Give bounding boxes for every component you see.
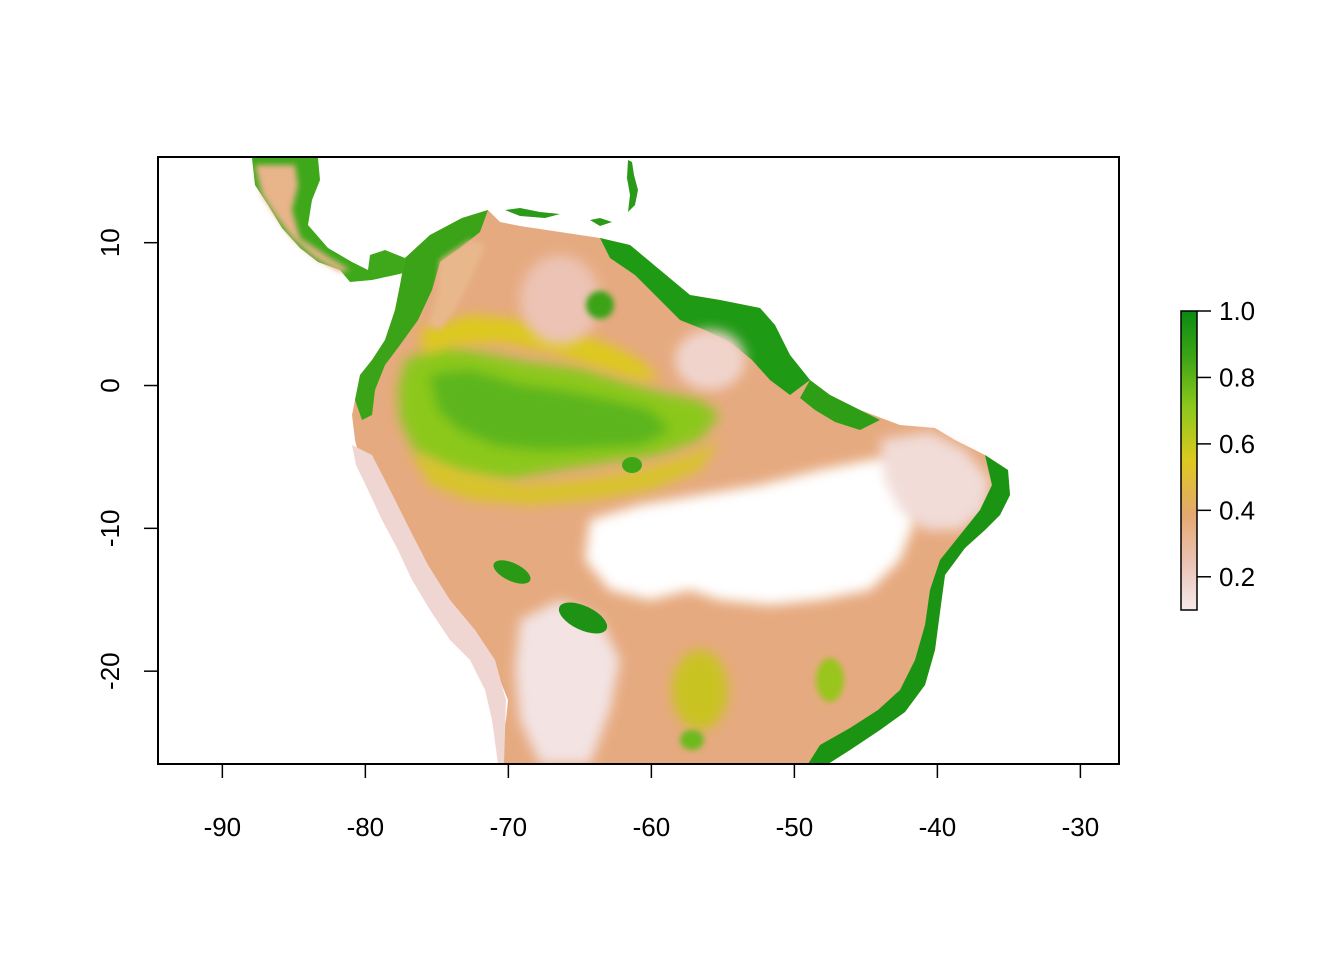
legend-colorbar [1180,310,1198,611]
atlantic-coast-forest [808,455,1010,764]
x-tick-label: -30 [1062,812,1100,842]
y-tick-label: -20 [95,652,125,690]
amazon-core-forest [430,370,670,450]
guiana-forest-patch [586,291,614,319]
yungas-forest-patch [493,560,531,584]
legend-tick-label: 0.2 [1219,562,1255,592]
colombia-andes-forest [355,210,488,420]
central-america-inner [255,165,350,272]
south-america-landmass [352,210,1010,764]
y-tick-label: 10 [95,228,125,257]
pantanal-patch [680,730,704,750]
caribbean-islands [505,160,638,226]
x-tick-label: -60 [633,812,671,842]
yellow-belt-north [420,315,660,380]
guiana-highlands-patch [675,330,745,390]
chaco-pale-region [515,600,620,764]
y-axis: 10 0 -10 -20 [95,228,159,690]
x-tick-label: -70 [490,812,528,842]
interior-patch [622,457,642,473]
y-tick-label: -10 [95,510,125,548]
caatinga-pale-region [880,432,990,530]
x-axis: -90 -80 -70 -60 -50 -40 -30 [204,763,1100,842]
guiana-highlands-patch [520,255,600,345]
legend-tick-label: 0.8 [1219,362,1255,392]
x-tick-label: -40 [919,812,957,842]
y-tick-label: 0 [95,378,125,392]
color-legend: 0.2 0.4 0.6 0.8 1.0 [1180,296,1255,611]
x-tick-label: -90 [204,812,242,842]
pantanal-patch [672,650,728,730]
x-tick-label: -50 [776,812,814,842]
colombia-interior [428,240,485,330]
andes-west-coast [352,445,506,764]
legend-tick-label: 0.6 [1219,429,1255,459]
cerrado-dry-region [585,455,920,605]
guiana-coast-forest [600,238,810,395]
x-tick-label: -80 [347,812,385,842]
parana-patch [816,658,844,702]
legend-tick-label: 1.0 [1219,296,1255,326]
yellow-belt-south [410,440,720,505]
legend-tick-label: 0.4 [1219,495,1255,525]
amazon-mouth-forest [800,380,880,430]
raster-layer [252,158,1010,764]
yungas-forest-patch [558,602,608,634]
